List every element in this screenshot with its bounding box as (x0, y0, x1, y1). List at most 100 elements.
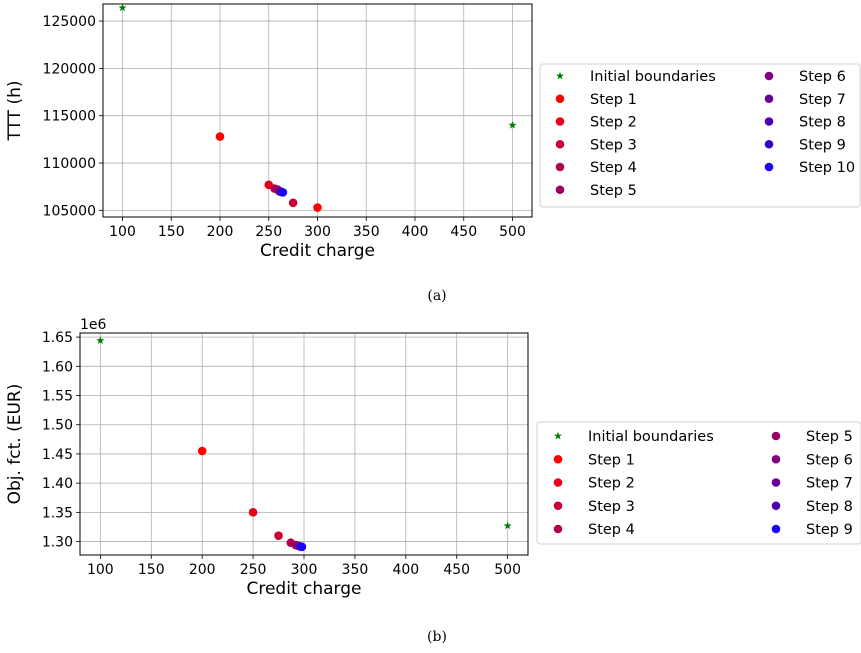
panel-b-scatter-plot: 100 150 200 250 300 350 400 450 500 1.30 1.35 1.40 1… (5, 317, 861, 599)
legend-label: Step 9 (806, 522, 853, 538)
legend-marker (764, 162, 774, 172)
legend-label: Step 7 (799, 92, 846, 108)
legend-item: Step 9 (764, 137, 846, 153)
y-tick-label: 120000 (43, 61, 96, 77)
legend-item: Step 2 (555, 115, 637, 131)
legend-marker (771, 454, 781, 464)
legend-marker (555, 94, 565, 104)
legend-item: Step 6 (764, 69, 846, 85)
legend-marker (555, 139, 565, 149)
y-tick-label: 1.40 (42, 476, 73, 492)
data-point-initial-boundaries (96, 336, 105, 344)
y-tick-label: 110000 (43, 156, 96, 172)
legend-item: Step 5 (771, 429, 853, 445)
data-point-step-3 (274, 531, 283, 541)
panel-a-scatter-plot: 100 150 200 250 300 350 400 450 500 105000 110000 1… (5, 3, 861, 261)
y-axis-label: TTT (h) (5, 81, 25, 142)
legend-label: Step 2 (590, 115, 637, 131)
y-axis-label: Obj. fct. (EUR) (5, 384, 25, 505)
x-tick-label: 350 (353, 224, 380, 240)
x-tick-label: 350 (342, 562, 369, 578)
legend-item: Step 7 (771, 476, 853, 492)
legend-frame (536, 421, 861, 545)
y-tick-label: 1.45 (42, 447, 73, 463)
data-point-step-1 (313, 203, 322, 212)
legend-marker (764, 94, 774, 104)
legend-label: Step 4 (590, 160, 637, 176)
legend-item: Step 8 (771, 499, 853, 515)
x-tick-label: 450 (443, 562, 470, 578)
legend-item: Step 3 (553, 499, 635, 515)
legend-marker (555, 185, 565, 195)
y-tick-label: 1.65 (42, 330, 73, 346)
y-tick-label: 115000 (43, 109, 96, 125)
legend-marker (555, 117, 565, 126)
x-tick-label: 500 (499, 224, 526, 240)
legend: Initial boundaries Step 1 Step 2 Step 3 Step… (539, 63, 861, 208)
legend-item: Step 1 (555, 92, 637, 108)
data-point-step-2 (248, 508, 258, 517)
x-tick-label: 450 (450, 224, 477, 240)
legend-label: Step 6 (799, 69, 846, 85)
x-tick-label: 300 (291, 562, 318, 578)
legend-marker (771, 501, 781, 511)
x-tick-label: 100 (109, 224, 136, 240)
legend: Initial boundaries Step 1 Step 2 Step 3 Step… (536, 421, 861, 545)
legend-marker (771, 478, 781, 487)
x-tick-label: 200 (207, 224, 234, 240)
y-tick-label: 1.30 (42, 535, 73, 551)
legend-item: Step 4 (553, 522, 635, 538)
legend-item: Step 5 (555, 183, 637, 199)
data-point-step-1 (215, 132, 225, 141)
legend-item: Step 1 (553, 452, 635, 468)
x-tick-label: 100 (87, 562, 114, 578)
panel-a-caption: (a) (427, 288, 446, 304)
legend-marker (553, 454, 563, 464)
x-tick-label: 400 (392, 562, 419, 578)
y-tick-label: 105000 (43, 203, 96, 219)
legend-label: Step 9 (799, 137, 846, 153)
x-tick-label: 250 (255, 224, 282, 240)
legend-marker (764, 139, 774, 149)
x-axis-label: Credit charge (260, 241, 375, 261)
x-axis-label: Credit charge (246, 579, 361, 599)
legend-label: Step 8 (806, 499, 853, 515)
x-tick-label: 400 (402, 224, 429, 240)
legend-item: Step 7 (764, 92, 846, 108)
legend-marker (771, 431, 781, 441)
legend-label: Step 3 (590, 137, 637, 153)
legend-label: Step 4 (588, 522, 635, 538)
legend-marker (555, 162, 565, 172)
data-point-step-10 (278, 188, 288, 197)
x-tick-label: 300 (304, 224, 331, 240)
legend-label: Step 2 (588, 476, 635, 492)
x-tick-label: 150 (158, 224, 185, 240)
axes-frame (102, 3, 533, 218)
y-tick-label: 1.50 (42, 418, 73, 434)
data-point-step-1 (197, 446, 207, 456)
legend-label: Initial boundaries (588, 429, 714, 445)
legend-marker (553, 478, 563, 487)
legend-marker (771, 524, 781, 534)
y-tick-label: 1.60 (42, 359, 73, 375)
legend-marker (764, 71, 774, 81)
x-tick-label: 150 (138, 562, 165, 578)
legend-marker (764, 117, 774, 126)
legend-item: Step 9 (771, 522, 853, 538)
legend-label: Step 10 (799, 160, 855, 176)
x-tick-label: 500 (494, 562, 521, 578)
legend-marker (554, 431, 562, 440)
legend-label: Step 5 (590, 183, 637, 199)
legend-label: Step 6 (806, 452, 853, 468)
y-tick-label: 125000 (43, 14, 96, 30)
x-tick-label: 250 (240, 562, 267, 578)
legend-item: Initial boundaries (554, 429, 714, 445)
data-point-initial-boundaries (503, 521, 512, 530)
axes-frame (79, 332, 529, 556)
y-tick-label: 1.35 (42, 505, 73, 521)
data-point-initial-boundaries (118, 3, 127, 12)
legend-marker (553, 524, 563, 534)
legend-item: Step 10 (764, 160, 855, 176)
legend-item: Step 4 (555, 160, 637, 176)
